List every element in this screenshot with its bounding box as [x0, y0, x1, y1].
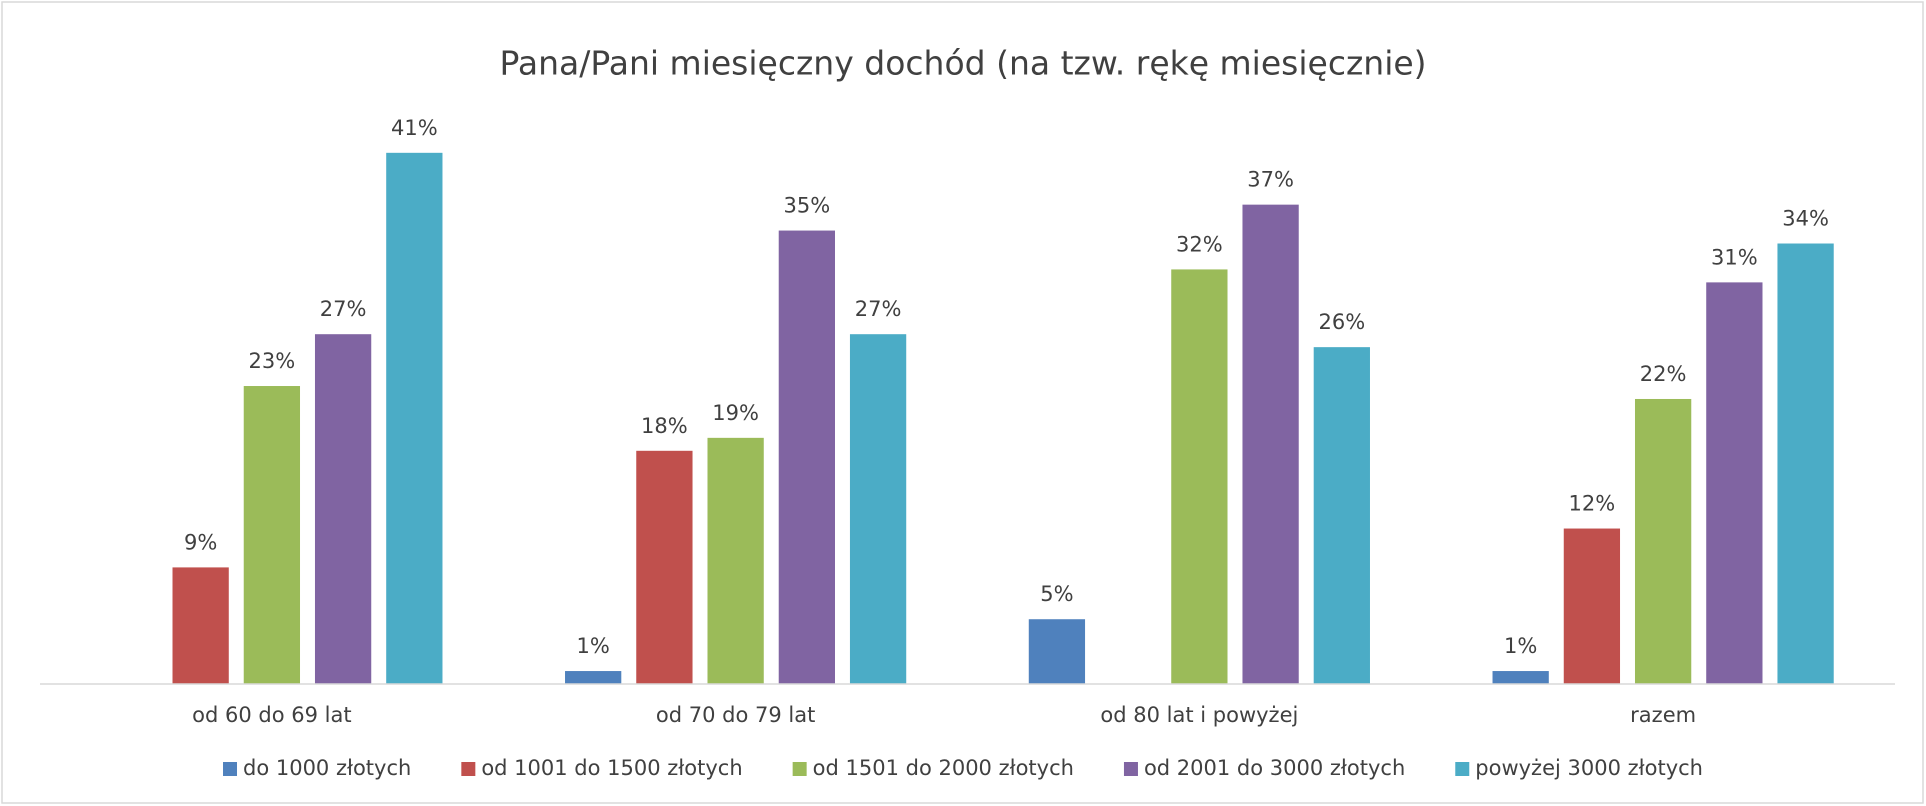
- data-label: 23%: [249, 349, 296, 373]
- bar: [1777, 243, 1834, 684]
- data-label: 31%: [1711, 245, 1758, 269]
- data-label: 18%: [641, 414, 688, 438]
- x-tick-label: od 80 lat i powyżej: [1100, 703, 1298, 727]
- bar: [243, 386, 301, 684]
- data-label: 1%: [1504, 634, 1537, 658]
- legend-swatch: [1455, 762, 1470, 776]
- legend-label: od 1001 do 1500 złotych: [481, 756, 742, 780]
- bar: [1242, 204, 1299, 684]
- data-label: 26%: [1318, 310, 1365, 334]
- legend-swatch: [792, 762, 807, 776]
- bar: [1563, 528, 1621, 684]
- x-tick-label: od 70 do 79 lat: [656, 703, 815, 727]
- bar: [1313, 347, 1370, 684]
- legend-label: do 1000 złotych: [243, 756, 411, 780]
- data-label: 37%: [1247, 168, 1294, 192]
- legend-swatch: [1123, 762, 1138, 776]
- bar: [636, 450, 693, 684]
- legend-swatch: [461, 762, 476, 776]
- data-label: 19%: [712, 401, 759, 425]
- data-label: 41%: [391, 116, 438, 140]
- data-label: 27%: [855, 297, 902, 321]
- bar: [1028, 619, 1086, 684]
- bar: [1634, 398, 1692, 684]
- legend-label: od 1501 do 2000 złotych: [813, 756, 1074, 780]
- data-label: 35%: [784, 194, 831, 218]
- legend-swatch: [223, 762, 238, 776]
- data-label: 27%: [320, 297, 367, 321]
- x-tick-label: od 60 do 69 lat: [192, 703, 351, 727]
- chart-title: Pana/Pani miesięczny dochód (na tzw. ręk…: [499, 44, 1426, 83]
- data-label: 1%: [576, 634, 609, 658]
- data-label: 34%: [1782, 207, 1829, 231]
- bar: [778, 230, 835, 685]
- x-tick-label: razem: [1630, 703, 1696, 727]
- bar: [172, 567, 229, 684]
- bar: [1706, 282, 1763, 684]
- data-label: 12%: [1569, 492, 1616, 516]
- legend-label: od 2001 do 3000 złotych: [1144, 756, 1405, 780]
- data-label: 32%: [1176, 232, 1223, 256]
- legend-label: powyżej 3000 złotych: [1475, 756, 1703, 780]
- bar: [314, 334, 372, 684]
- bar: [1492, 671, 1549, 684]
- bar: [386, 152, 443, 685]
- data-label: 9%: [184, 530, 217, 554]
- bar: [849, 334, 907, 684]
- bar: [1171, 269, 1228, 684]
- bar: [707, 437, 764, 684]
- data-label: 5%: [1040, 582, 1073, 606]
- data-label: 22%: [1640, 362, 1687, 386]
- bar: [565, 671, 622, 684]
